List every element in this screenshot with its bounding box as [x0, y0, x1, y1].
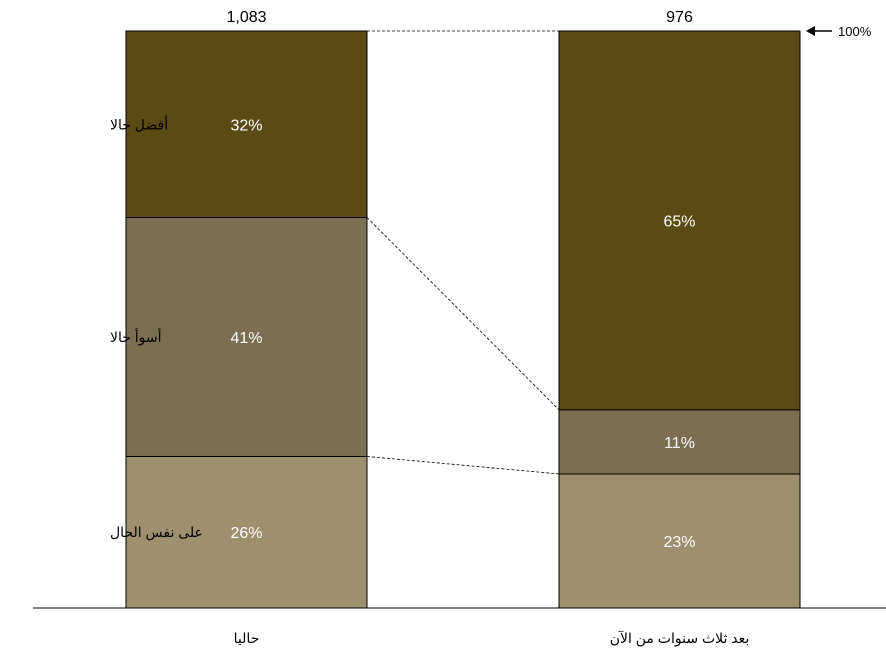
arrow-head-icon	[806, 26, 815, 36]
bar-segment	[558, 409, 801, 475]
connector-line	[366, 456, 560, 475]
bar-value-label: 41%	[230, 330, 262, 347]
category-label: بعد ثلاث سنوات من الآن	[610, 630, 750, 647]
bar-segment	[125, 30, 368, 219]
bar-segment	[125, 217, 368, 457]
series-label: على نفس الحال	[110, 524, 203, 541]
bar-value-label: 23%	[663, 534, 695, 551]
category-labels: حاليا بعد ثلاث سنوات من الآن	[234, 630, 750, 647]
total-label: 1,083	[226, 9, 266, 26]
bar-segment	[558, 30, 801, 411]
bar-segment	[558, 473, 801, 609]
bar-value-labels: 26% 41% 32% 23% 11% 65%	[230, 117, 695, 551]
series-labels: على نفس الحال أسوأ حالا أفضل حالا	[110, 115, 203, 541]
total-label: 976	[666, 9, 693, 26]
category-label: حاليا	[234, 630, 260, 646]
total-labels: 1,083 976	[226, 9, 692, 26]
bar-value-label: 11%	[664, 435, 695, 452]
series-label: أفضل حالا	[110, 115, 168, 132]
bars	[125, 30, 801, 609]
bar-value-label: 26%	[230, 525, 262, 542]
bar-value-label: 32%	[230, 117, 262, 134]
series-label: أسوأ حالا	[110, 328, 162, 346]
hundred-percent-label: 100%	[838, 24, 872, 39]
connector-line	[366, 217, 560, 411]
hundred-percent-marker: 100%	[806, 24, 872, 39]
bar-value-label: 65%	[663, 213, 695, 230]
connector-lines	[366, 30, 560, 475]
